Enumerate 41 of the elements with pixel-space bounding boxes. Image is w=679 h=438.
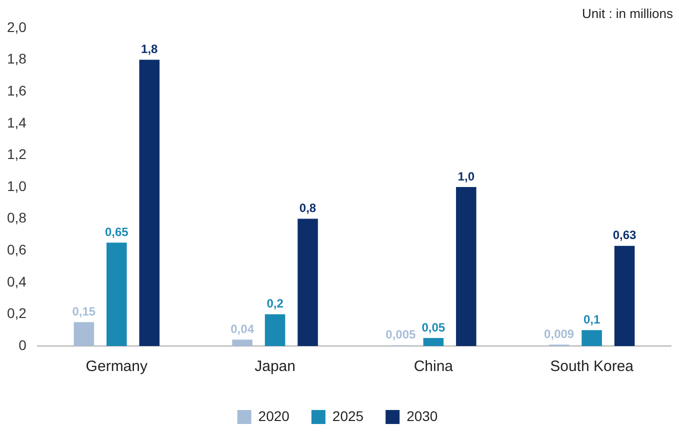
- y-tick-label: 1,6: [6, 82, 27, 98]
- y-tick-label: 0,8: [6, 210, 27, 226]
- data-label: 0,8: [299, 201, 316, 216]
- y-tick-label: 2,0: [6, 18, 27, 35]
- bar: [614, 246, 635, 346]
- legend-label: 2020: [258, 408, 290, 424]
- x-tick-label: Germany: [86, 358, 148, 376]
- y-tick-label: 0,6: [6, 241, 27, 258]
- data-label: 0,15: [72, 304, 96, 318]
- data-label: 0,63: [612, 228, 637, 242]
- data-label: 0,2: [266, 296, 284, 311]
- data-label: 1,8: [141, 42, 158, 56]
- bar: [423, 338, 444, 346]
- y-tick-label: 0,2: [6, 305, 27, 322]
- x-tick-label: China: [414, 358, 454, 376]
- text: Unit : in millions: [582, 6, 674, 22]
- legend-label: 2030: [406, 408, 438, 424]
- y-tick-label: 0,4: [6, 273, 27, 290]
- data-label: 0,65: [104, 224, 129, 239]
- y-tick-label: 0: [18, 336, 27, 353]
- legend-label: 2025: [332, 408, 364, 424]
- bar: [582, 330, 602, 346]
- bar: [264, 314, 286, 346]
- bar: [298, 218, 318, 346]
- y-tick-label: 1,4: [6, 114, 27, 130]
- data-label: 0,009: [544, 326, 574, 341]
- x-tick-label: South Korea: [550, 358, 634, 376]
- x-tick-label: Japan: [254, 358, 296, 376]
- y-tick-label: 1,0: [6, 178, 27, 194]
- bar: [456, 187, 476, 346]
- y-tick-label: 1,2: [6, 146, 27, 162]
- data-label: 0,005: [386, 328, 416, 342]
- y-tick-label: 1,8: [6, 50, 27, 67]
- data-label: 0,05: [422, 320, 446, 334]
- data-label: 0,1: [583, 312, 600, 326]
- data-label: 1,0: [458, 169, 475, 184]
- bar: [106, 242, 127, 346]
- bar: [232, 340, 252, 346]
- data-label: 0,04: [230, 322, 254, 336]
- bar: [74, 322, 94, 346]
- bar: [139, 60, 160, 346]
